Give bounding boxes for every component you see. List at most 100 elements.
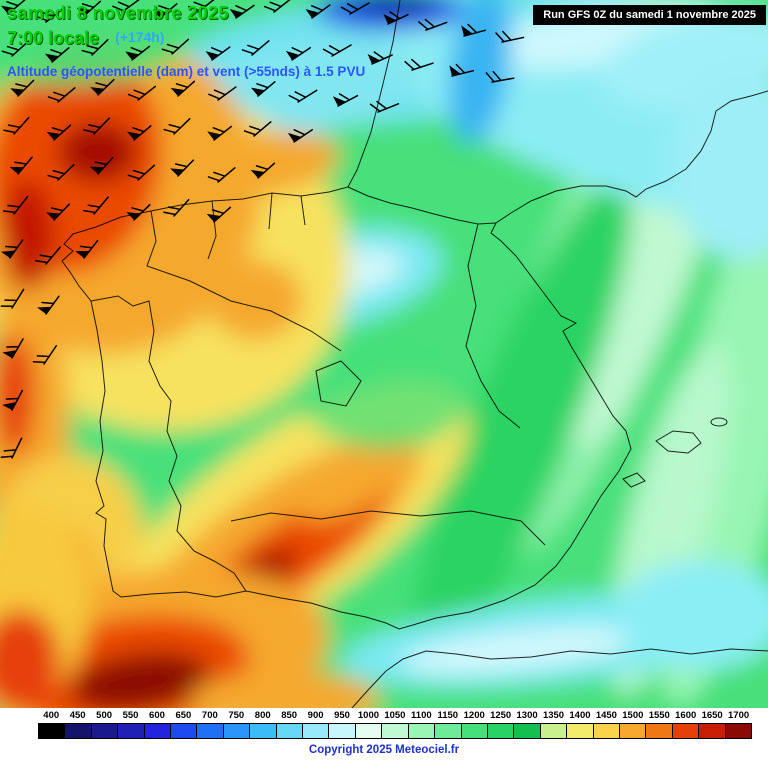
colorbar-tick-label: 1700: [728, 710, 750, 721]
colorbar-segment: [329, 724, 356, 738]
wind-barb-icon: [1, 40, 30, 57]
colorbar-tick-label: 450: [69, 710, 86, 721]
colorbar-tick-label: 850: [281, 710, 298, 721]
wind-barb-icon: [47, 87, 76, 103]
wind-barb-icon: [207, 125, 233, 141]
field-blob: [400, 626, 640, 674]
colorbar-tick-label: 700: [201, 710, 218, 721]
wind-barb-icon: [206, 206, 232, 223]
coastlines-and-borders: [61, 0, 768, 708]
colorbar-segment: [171, 724, 198, 738]
field-blob: [448, 0, 512, 145]
wind-barb-icon: [0, 0, 26, 15]
valid-date: samedi 8 novembre 2025: [7, 3, 229, 23]
wind-barb-icon: [0, 239, 24, 259]
colorbar: [38, 723, 752, 739]
wind-barb-icon: [161, 38, 190, 55]
wind-barb-icon: [495, 30, 525, 43]
colorbar-segment: [567, 724, 594, 738]
field-blob: [170, 131, 340, 199]
colorbar-segment: [303, 724, 330, 738]
wind-barb-icon: [322, 44, 352, 57]
wind-barb-icon: [367, 51, 393, 65]
pyrenees-border: [347, 186, 497, 225]
colorbar-segment: [646, 724, 673, 738]
colorbar-tick-label: 1400: [569, 710, 591, 721]
copyright: Copyright 2025 Meteociel.fr: [308, 744, 460, 756]
island-outline: [710, 417, 728, 427]
wind-barb-icon: [485, 70, 515, 83]
wind-barb-icon: [32, 345, 58, 365]
colorbar-segment: [593, 724, 620, 738]
legend-area: 400 450 500 550 600 650 700 750 800 850 900 950 1000…: [0, 708, 768, 768]
colorbar-tick-label: 1250: [490, 710, 512, 721]
colorbar-tick-label: 900: [307, 710, 324, 721]
wind-barb-icon: [461, 23, 487, 37]
colorbar-tick-label: 950: [334, 710, 350, 721]
field-blob: [0, 610, 60, 708]
wind-barb-icon: [243, 121, 272, 137]
wind-barb-icon: [163, 117, 191, 135]
wind-barb-icon: [47, 163, 75, 181]
colorbar-segment: [382, 724, 409, 738]
wind-barb-icon: [229, 4, 255, 19]
colorbar-tick-label: 800: [254, 710, 271, 721]
wind-barb-icon: [208, 86, 237, 101]
island-outline: [622, 472, 646, 488]
field-blob: [0, 335, 35, 455]
wind-barb-icon: [10, 79, 35, 97]
colorbar-segment: [672, 724, 700, 738]
wind-barb-icon: [369, 100, 400, 113]
wind-barb-icon: [9, 156, 33, 175]
colorbar-tick-label: 500: [96, 710, 113, 721]
colorbar-segment: [540, 724, 568, 738]
wind-barb-icon: [89, 156, 114, 175]
wind-barb-icon: [263, 0, 293, 13]
field-blob: [353, 0, 437, 13]
colorbar-tick-label: 1650: [701, 710, 723, 721]
colorbar-segment: [487, 724, 515, 738]
field-blob: [58, 122, 138, 182]
wind-barb-icon: [207, 167, 236, 183]
regional-border: [300, 195, 306, 226]
field-blob: [408, 178, 632, 682]
colorbar-segment: [725, 724, 751, 738]
portugal-border: [90, 295, 247, 592]
wind-barb-icon: [332, 93, 359, 107]
colorbar-tick-label: 1200: [463, 710, 485, 721]
wind-barb-icon: [76, 0, 102, 17]
regional-border: [230, 510, 546, 546]
wind-barb-icon: [75, 239, 99, 259]
colorbar-segment: [65, 724, 92, 738]
wind-barb-icon: [81, 38, 109, 56]
regional-border: [315, 360, 362, 407]
colorbar-tick-label: 1550: [648, 710, 670, 721]
wind-barb-icon: [170, 159, 195, 177]
wind-barb-icon: [3, 116, 30, 135]
wind-barb-icon: [418, 18, 448, 31]
wind-barb-icon: [340, 2, 370, 15]
wind-barb-icon: [285, 46, 311, 61]
wind-barb-icon: [83, 117, 111, 135]
wind-barb-icon: [0, 288, 25, 309]
africa-coastline: [351, 648, 768, 708]
wind-barbs: [0, 0, 525, 459]
run-info: Run GFS 0Z du samedi 1 novembre 2025: [533, 5, 766, 25]
colorbar-tick-label: 1300: [516, 710, 538, 721]
regional-border: [146, 210, 342, 352]
field-blob: [297, 437, 403, 523]
regional-border: [207, 200, 217, 260]
wind-barb-icon: [126, 203, 151, 221]
regional-border: [268, 192, 273, 230]
wind-barb-icon: [288, 89, 318, 103]
wind-barb-icon: [83, 196, 109, 215]
coastline: [61, 0, 768, 630]
wind-barb-icon: [2, 338, 24, 359]
wind-barb-icon: [127, 85, 157, 101]
colorbar-segment: [250, 724, 277, 738]
colorbar-tick-label: 1100: [411, 710, 432, 721]
colorbar-segment: [118, 724, 145, 738]
wind-barb-icon: [46, 203, 71, 221]
forecast-offset: (+174h): [115, 29, 165, 45]
